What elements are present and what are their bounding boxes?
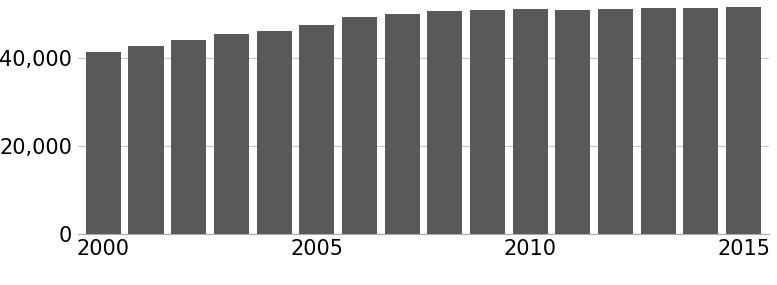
Bar [470, 10, 505, 234]
Bar [598, 9, 633, 234]
Bar [128, 46, 163, 234]
Bar [427, 11, 462, 234]
Bar [726, 7, 761, 234]
Bar [641, 8, 676, 234]
Bar [85, 52, 120, 234]
Bar [214, 34, 249, 234]
Bar [556, 10, 591, 234]
Bar [513, 9, 548, 234]
Bar [342, 17, 377, 234]
Bar [684, 8, 719, 234]
Bar [385, 14, 420, 234]
Bar [171, 40, 206, 234]
Bar [299, 25, 334, 234]
Bar [256, 31, 291, 234]
